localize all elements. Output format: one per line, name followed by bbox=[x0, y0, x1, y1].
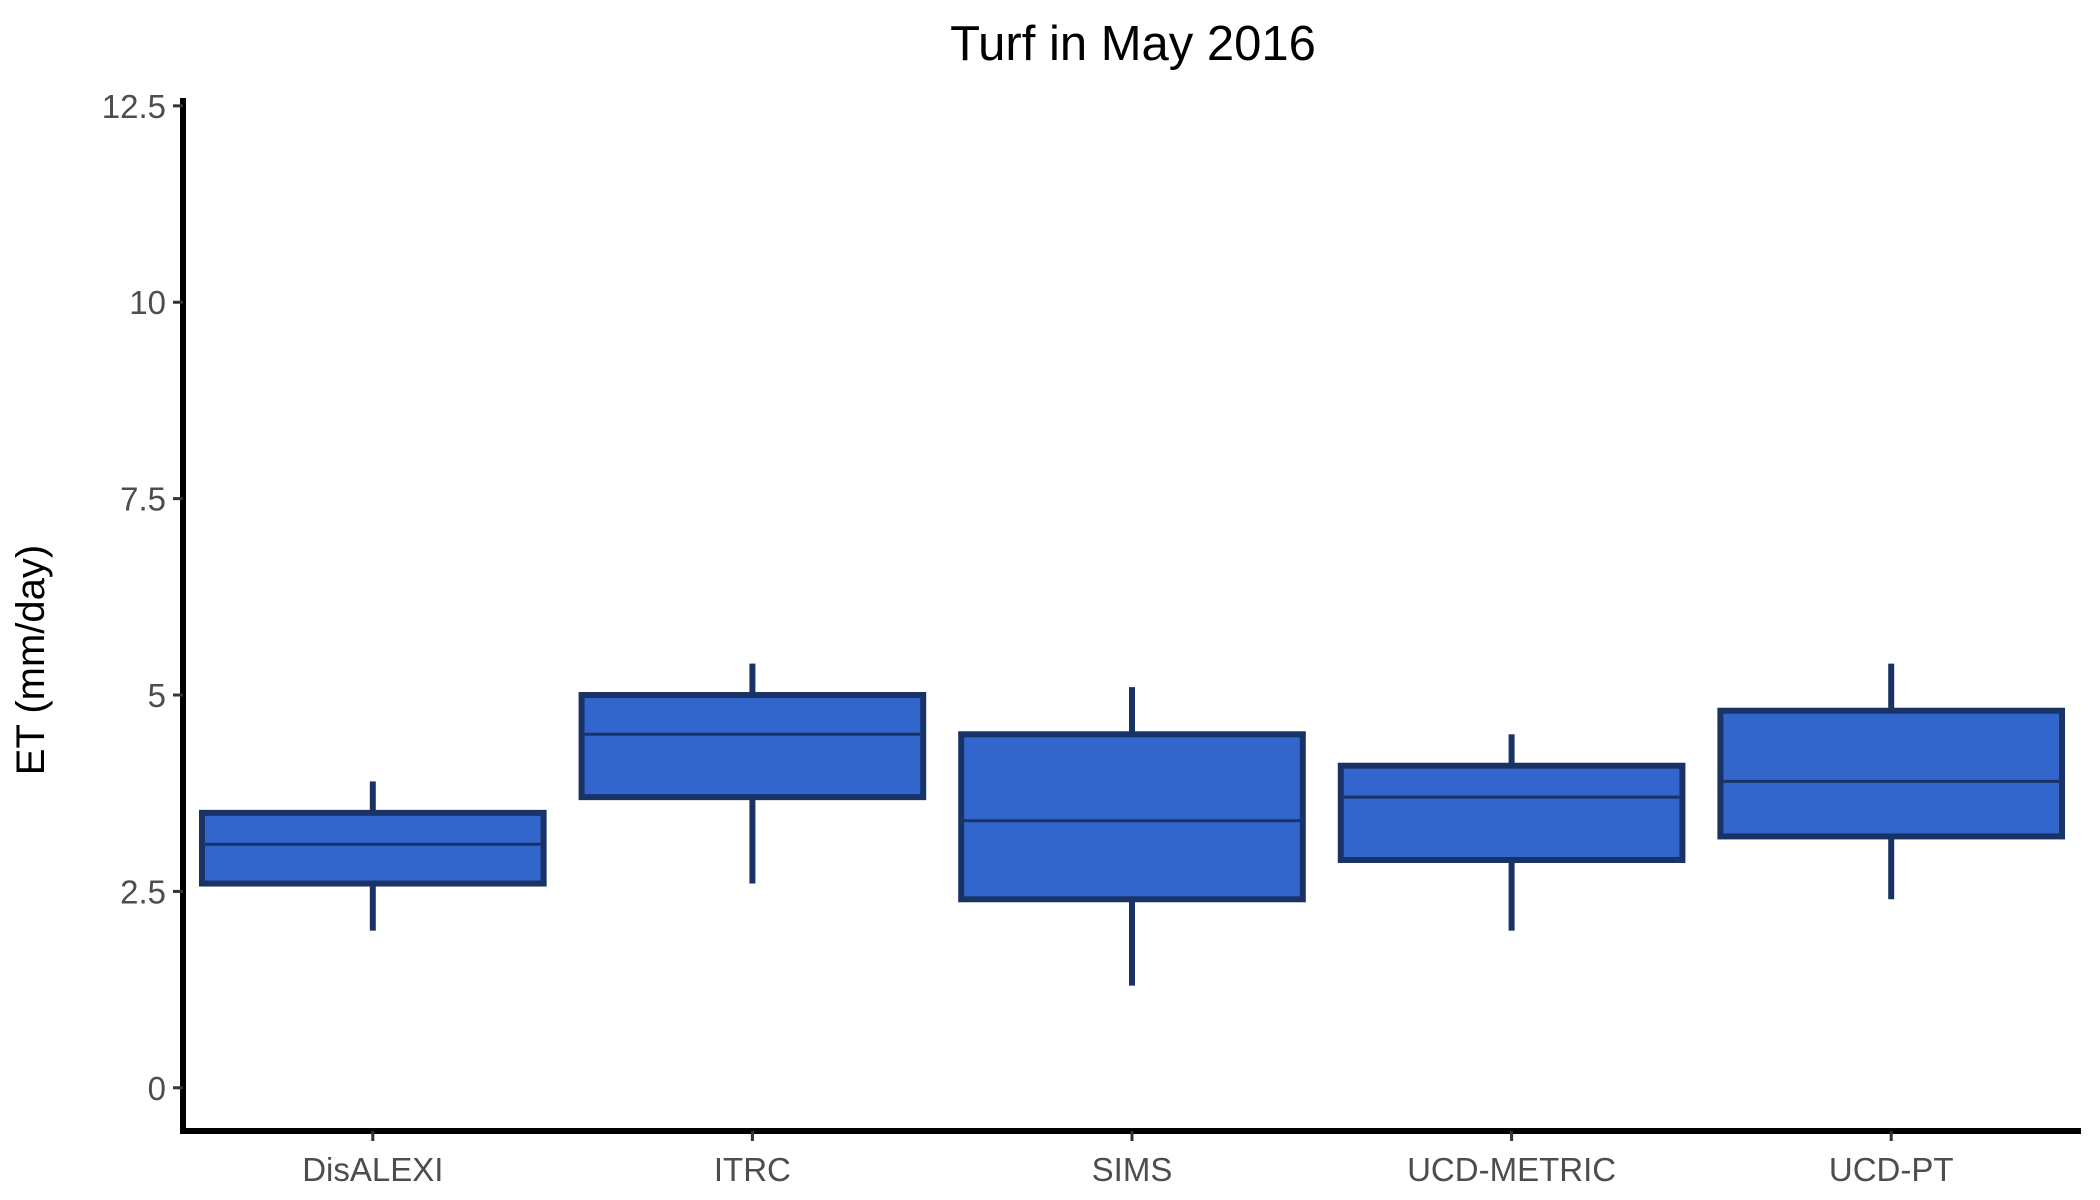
x-tick-label: SIMS bbox=[1092, 1151, 1173, 1188]
y-tick-label: 12.5 bbox=[102, 88, 166, 125]
box-body bbox=[198, 809, 547, 887]
box-body bbox=[1337, 762, 1686, 863]
box-ucd-metric bbox=[1337, 734, 1686, 931]
x-tick-label: UCD-METRIC bbox=[1407, 1151, 1616, 1188]
box-itrc bbox=[578, 663, 927, 884]
x-tick-label: DisALEXI bbox=[302, 1151, 443, 1188]
y-tick-label: 10 bbox=[129, 284, 166, 321]
box-disalexi bbox=[198, 781, 547, 931]
y-tick-label: 7.5 bbox=[120, 481, 166, 518]
x-tick-label: UCD-PT bbox=[1829, 1151, 1954, 1188]
box-sims bbox=[958, 687, 1306, 986]
y-axis-title: ET (mm/day) bbox=[9, 545, 53, 775]
plot-area bbox=[198, 663, 2066, 986]
box-body bbox=[958, 731, 1306, 903]
chart-title: Turf in May 2016 bbox=[950, 17, 1316, 71]
box-body bbox=[1717, 707, 2066, 840]
y-tick-label: 0 bbox=[148, 1070, 166, 1107]
box-ucd-pt bbox=[1717, 663, 2066, 900]
y-tick-label: 5 bbox=[148, 677, 166, 714]
axis-ticks: 0 2.5 5 7.5 10 12.5 DisALEXI ITRC SIMS UCD-METRIC… bbox=[102, 88, 1954, 1188]
x-tick-label: ITRC bbox=[714, 1151, 791, 1188]
box-body bbox=[578, 692, 927, 801]
y-tick-label: 2.5 bbox=[120, 873, 166, 910]
